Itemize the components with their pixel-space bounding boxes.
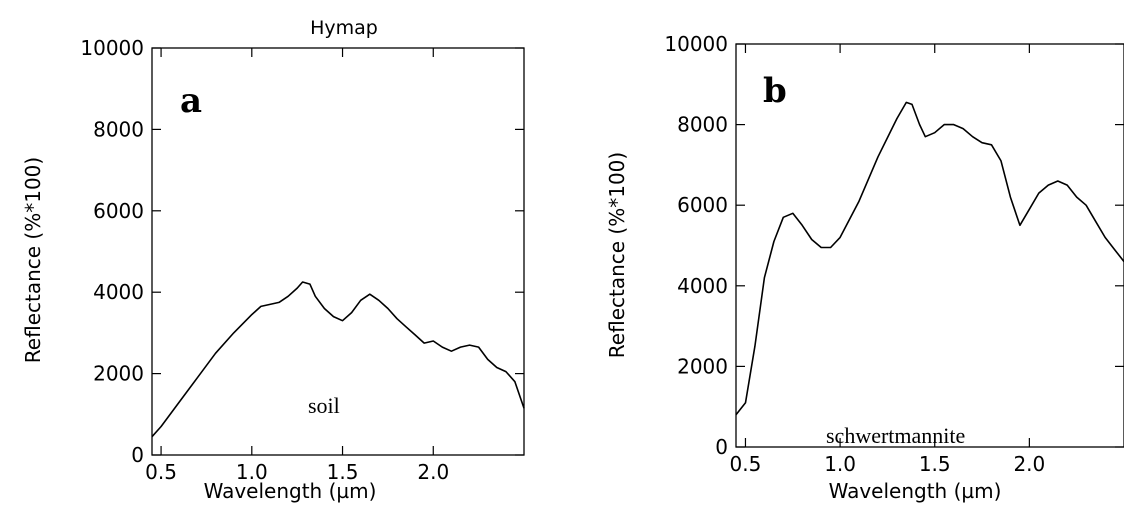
panel-b-ytick-label: 4000 — [677, 274, 728, 298]
panel-a-xtick-label: 0.5 — [145, 460, 177, 484]
panel-a-xtick-label: 1.5 — [327, 460, 359, 484]
panel-a-ytick-label: 4000 — [93, 280, 144, 304]
panel-a-ylabel: Reflectance (%*100) — [21, 157, 45, 363]
panel-a-xtick-label: 1.0 — [236, 460, 268, 484]
panel-b-ytick-label: 8000 — [677, 113, 728, 137]
panel-b-ytick-label: 0 — [715, 435, 728, 459]
panel-b-xlabel: Wavelength (µm) — [829, 479, 1002, 503]
panel-a-series-line — [151, 281, 525, 438]
panel-a: Hymap 0 2000 4000 6000 8000 10000 0.5 1.0 1.5 2.0… — [21, 17, 525, 503]
panel-b-xtick-label: 2.0 — [1013, 452, 1045, 476]
panel-b: 0 2000 4000 6000 8000 10000 0.5 1.0 1.5 2.0 b sch… — [605, 32, 1124, 503]
panel-b-plot-area: 0 2000 4000 6000 8000 10000 0.5 1.0 1.5 2.0 — [664, 32, 1124, 476]
panel-b-letter: b — [763, 71, 787, 111]
panel-a-ytick-label: 8000 — [93, 117, 144, 141]
panel-a-letter: a — [180, 81, 202, 121]
panel-b-annotation: schwertmannite — [826, 423, 965, 448]
panel-a-xlabel: Wavelength (µm) — [204, 479, 377, 503]
panel-b-series-line — [735, 101, 1124, 416]
panel-a-plot-area: 0 2000 4000 6000 8000 10000 0.5 1.0 1.5 2.0 — [80, 36, 525, 484]
panel-b-ylabel: Reflectance (%*100) — [605, 152, 629, 358]
panel-b-axes-frame — [735, 43, 1124, 448]
panel-a-ytick-label: 6000 — [93, 199, 144, 223]
panel-b-ytick-label: 10000 — [664, 32, 728, 56]
panel-a-ytick-label: 10000 — [80, 36, 144, 60]
panel-a-title: Hymap — [310, 17, 378, 39]
panel-a-ytick-label: 0 — [131, 443, 144, 467]
panel-b-ytick-label: 6000 — [677, 193, 728, 217]
panel-b-ytick-label: 2000 — [677, 354, 728, 378]
panel-b-xtick-label: 1.5 — [919, 452, 951, 476]
panel-a-xtick-label: 2.0 — [417, 460, 449, 484]
panel-b-xtick-label: 0.5 — [730, 452, 762, 476]
panel-b-xtick-label: 1.0 — [824, 452, 856, 476]
panel-a-annotation: soil — [308, 393, 340, 418]
panel-a-axes-frame — [151, 47, 525, 456]
panel-a-ytick-label: 2000 — [93, 362, 144, 386]
